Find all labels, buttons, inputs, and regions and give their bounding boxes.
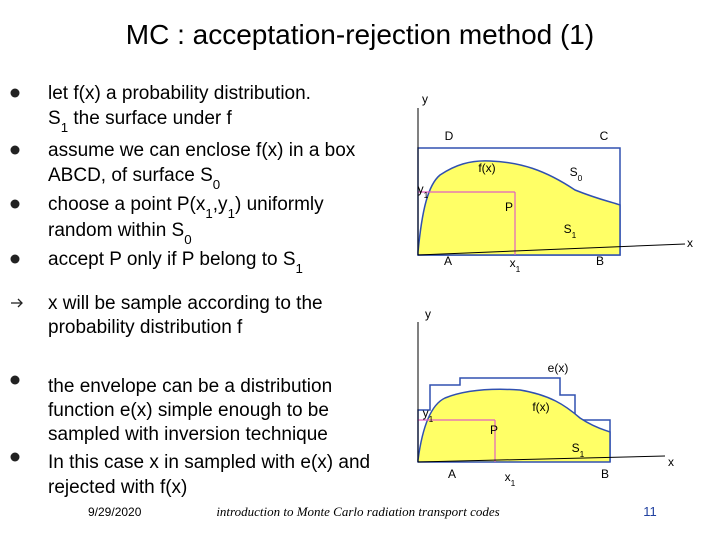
text-run: x [687,236,693,250]
diagram-label: y [425,307,431,321]
bullet-line: In this case x in sampled with e(x) and [48,452,370,473]
text-run: sampled with inversion technique [48,424,328,445]
text-run: x [510,256,516,270]
bullet-line: probability distribution f [48,317,243,338]
text-run: assume we can enclose f(x) in a box [48,140,356,161]
subscript: 1 [511,478,516,488]
bullet-line: the envelope can be a distribution [48,376,332,397]
text-run: S [200,165,213,186]
bullet-line: rejected with f(x) [48,477,187,498]
diagram-label: B [601,467,609,481]
diagram-label: f(x) [532,400,549,414]
diagram-label: P [505,200,513,214]
slide-title: MC : acceptation-rejection method (1) [126,19,594,50]
diagram-label: x [668,455,674,469]
text-run: y [418,182,424,196]
text-run: random within S [48,220,184,241]
diagram-label: C [600,129,609,143]
bullet-markers [10,88,20,462]
subscript: 1 [296,261,303,276]
text-run: D [445,129,454,143]
text-run: P [490,423,498,437]
bullet-line: accept P only if P belong to S1 [48,249,303,276]
diagram-label: y1 [423,406,434,424]
text-run: y [425,307,431,321]
diagram-label: e(x) [548,361,569,375]
text-run: S [48,108,61,129]
diagram-label: S1 [564,222,577,240]
diagram-label: x [687,236,693,250]
subscript: 0 [184,232,191,247]
diagram-label: y [422,92,428,106]
subscript: 0 [578,173,583,183]
text-run: rejected with f(x) [48,477,187,498]
text-run: the surface under f [68,108,232,129]
bullet-line: ABCD, of surface S0 [48,165,220,192]
text-run: B [601,467,609,481]
text-run: x [668,455,674,469]
bullet-line: sampled with inversion technique [48,424,328,445]
bullet-line: let f(x) a probability distribution. [48,83,311,104]
diagram-label: y1 [418,182,429,200]
text-run: ,y [213,194,228,215]
diagram-1 [417,108,686,256]
bullet-line: choose a point P(x1,y1) uniformly [48,194,324,221]
bullet-line: function e(x) simple enough to be [48,400,329,421]
subscript: 1 [572,230,577,240]
bullet-line: x will be sample according to the [48,293,323,314]
text-run: y [422,92,428,106]
bullet-line: S1 the surface under f [48,108,233,135]
text-run: x [505,470,511,484]
subscript: 1 [516,264,521,274]
text-run: A [444,254,452,268]
text-run: y [423,406,429,420]
subscript: 1 [61,120,68,135]
text-run: P [505,200,513,214]
subscript: 1 [429,414,434,424]
text-run: S [572,441,580,455]
text-run: B [596,254,604,268]
text-run: accept P only if P belong to S [48,249,296,270]
text-run: S [564,222,572,236]
text-run: choose a point P(x [48,194,206,215]
text-run: A [448,467,456,481]
diagram-label: B [596,254,604,268]
text-run: f(x) [478,161,495,175]
text-run: let f(x) a probability distribution. [48,83,311,104]
diagram-label: S0 [570,165,583,183]
text-run: x will be sample according to the [48,293,323,314]
text-run: the envelope can be a distribution [48,376,332,397]
diagram-label: x1 [510,256,521,274]
subscript: 1 [205,206,212,221]
text-run: S [570,165,578,179]
text-run: ) uniformly [235,194,324,215]
page-number: 11 [643,504,657,519]
footer-text: introduction to Monte Carlo radiation tr… [216,504,499,519]
subscript: 1 [580,449,585,459]
bullet-line: random within S0 [48,220,192,247]
diagram-label: S1 [572,441,585,459]
text-run: In this case x in sampled with e(x) and [48,452,370,473]
diagram-label: f(x) [478,161,495,175]
diagram-2 [417,322,666,463]
footer-date: 9/29/2020 [88,505,142,519]
diagram-label: A [444,254,452,268]
diagram-label: P [490,423,498,437]
diagram-label: A [448,467,456,481]
text-run: e(x) [548,361,569,375]
bullet-line: assume we can enclose f(x) in a box [48,140,356,161]
diagram-label: x1 [505,470,516,488]
text-run: ABCD, of surface [48,165,200,186]
arrow-marker [11,298,23,308]
subscript: 1 [228,206,235,221]
subscript: 1 [424,190,429,200]
text-run: probability distribution f [48,317,243,338]
text-run: C [600,129,609,143]
diagram-label: D [445,129,454,143]
text-run: f(x) [532,400,549,414]
text-run: function e(x) simple enough to be [48,400,329,421]
subscript: 0 [213,177,220,192]
